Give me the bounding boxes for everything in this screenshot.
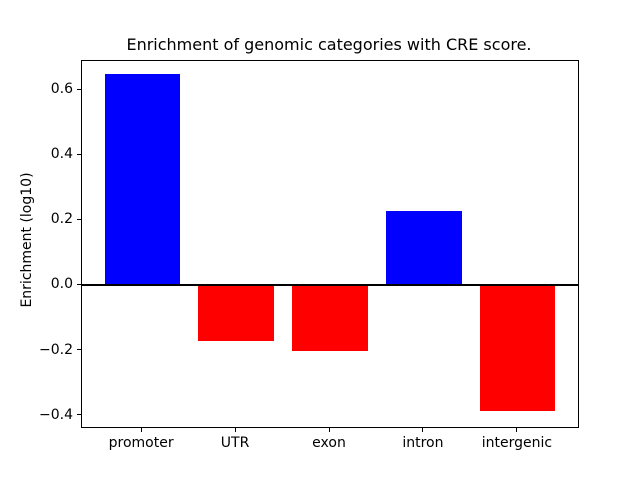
y-tick-mark — [77, 349, 81, 351]
zero-line — [82, 284, 578, 287]
x-tick-mark — [140, 428, 142, 432]
y-tick-mark — [77, 218, 81, 220]
bar-UTR — [198, 285, 274, 341]
x-tick-label-intergenic: intergenic — [481, 435, 553, 451]
y-tick-mark — [77, 414, 81, 416]
y-tick-mark — [77, 283, 81, 285]
bar-promoter — [104, 74, 180, 286]
x-tick-label-intron: intron — [402, 435, 444, 451]
bar-exon — [292, 285, 368, 351]
x-tick-mark — [328, 428, 330, 432]
y-tick-mark — [77, 153, 81, 155]
x-tick-mark — [422, 428, 424, 432]
plot-area — [81, 60, 579, 428]
chart-title: Enrichment of genomic categories with CR… — [126, 35, 532, 54]
y-tick-label: −0.4 — [39, 406, 73, 423]
x-tick-label-UTR: UTR — [220, 435, 250, 451]
y-tick-label: 0.4 — [50, 146, 73, 163]
y-tick-label: 0.6 — [50, 81, 73, 98]
x-tick-label-promoter: promoter — [108, 435, 174, 451]
y-tick-mark — [77, 88, 81, 90]
bar-intergenic — [480, 285, 556, 411]
y-tick-label: −0.2 — [39, 341, 73, 358]
y-tick-label: 0.2 — [50, 211, 73, 228]
x-tick-label-exon: exon — [312, 435, 346, 451]
y-tick-label: 0.0 — [50, 276, 73, 293]
bar-intron — [386, 210, 462, 286]
x-tick-mark — [234, 428, 236, 432]
x-tick-mark — [516, 428, 518, 432]
